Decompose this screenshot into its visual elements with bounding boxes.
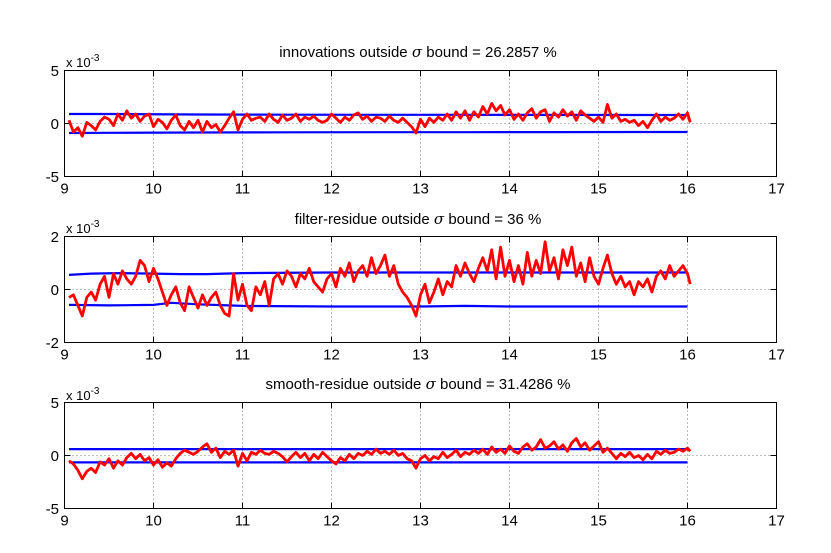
x-tick-label: 16 [679, 181, 696, 198]
y-tick-label: 0 [51, 282, 59, 299]
exponent-label: x 10-3 [66, 386, 100, 403]
series [67, 102, 692, 138]
x-tick-label: 11 [235, 181, 251, 198]
x-tick-label: 10 [145, 347, 162, 364]
series [68, 437, 692, 481]
panel-innovations: innovations outside σ bound = 26.2857 % … [46, 43, 785, 198]
x-tick-label: 17 [768, 513, 785, 530]
y-tick-label: -5 [46, 501, 59, 518]
x-tick-label: 14 [501, 513, 518, 530]
x-tick-label: 15 [590, 347, 607, 364]
x-tick-label: 14 [501, 347, 518, 364]
tick-marks [64, 236, 777, 343]
y-tick-labels: -5 0 5 [46, 395, 59, 518]
x-tick-label: 11 [235, 513, 251, 530]
x-tick-labels: 9 10 11 12 13 14 15 16 17 [60, 181, 785, 198]
x-tick-label: 13 [412, 347, 429, 364]
exponent-label: x 10-3 [66, 53, 100, 70]
signal-line [68, 437, 692, 481]
y-tick-label: -2 [46, 335, 59, 352]
signal-line [67, 102, 692, 138]
x-tick-label: 14 [501, 181, 518, 198]
x-tick-label: 9 [60, 513, 68, 530]
tick-marks [64, 70, 777, 177]
x-tick-label: 12 [323, 181, 340, 198]
x-tick-label: 9 [60, 347, 68, 364]
y-tick-label: -5 [46, 169, 59, 186]
panel-title: filter-residue outside σ bound = 36 % [295, 210, 542, 228]
y-tick-label: 5 [51, 395, 59, 412]
y-tick-label: 2 [51, 229, 59, 246]
tick-marks [64, 402, 777, 509]
x-tick-labels: 9 10 11 12 13 14 15 16 17 [60, 347, 785, 364]
y-tick-labels: -5 0 5 [46, 63, 59, 186]
x-tick-labels: 9 10 11 12 13 14 15 16 17 [60, 513, 785, 530]
x-tick-label: 9 [60, 181, 68, 198]
panel-title: smooth-residue outside σ bound = 31.4286… [265, 375, 570, 393]
y-tick-labels: -2 0 2 [46, 229, 59, 352]
x-tick-label: 17 [768, 347, 785, 364]
x-tick-label: 10 [145, 181, 162, 198]
series [68, 240, 692, 318]
x-tick-label: 15 [590, 513, 607, 530]
x-tick-label: 15 [590, 181, 607, 198]
y-tick-label: 0 [51, 448, 59, 465]
signal-line [68, 240, 692, 318]
x-tick-label: 17 [768, 181, 785, 198]
x-tick-label: 13 [412, 513, 429, 530]
x-tick-label: 11 [235, 347, 251, 364]
lower-bound-line [68, 301, 688, 308]
x-tick-label: 10 [145, 513, 162, 530]
panel-title: innovations outside σ bound = 26.2857 % [279, 43, 557, 61]
x-tick-label: 13 [412, 181, 429, 198]
lower-bound-line [68, 130, 688, 135]
panel-smooth-residue: smooth-residue outside σ bound = 31.4286… [46, 375, 785, 530]
exponent-label: x 10-3 [66, 219, 100, 236]
y-tick-label: 5 [51, 63, 59, 80]
upper-bound-line [69, 112, 688, 117]
x-tick-label: 16 [679, 347, 696, 364]
y-tick-label: 0 [51, 116, 59, 133]
panel-filter-residue: filter-residue outside σ bound = 36 % x … [46, 210, 785, 364]
x-tick-label: 16 [679, 513, 696, 530]
grid [64, 236, 777, 343]
x-tick-label: 12 [323, 513, 340, 530]
x-tick-label: 12 [323, 347, 340, 364]
